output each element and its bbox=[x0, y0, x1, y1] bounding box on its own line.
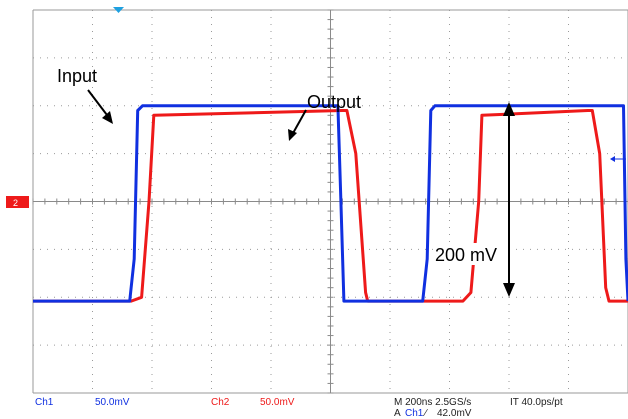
input-annotation-arrow bbox=[87, 89, 111, 120]
ch1-scale: 50.0mV bbox=[95, 397, 130, 408]
ch2-label: Ch2 bbox=[211, 397, 230, 408]
input-arrowhead bbox=[102, 111, 113, 124]
traces bbox=[33, 104, 628, 303]
amplitude-measurement bbox=[503, 102, 515, 297]
trigger-prefix: A bbox=[394, 408, 401, 419]
output-annotation-arrow bbox=[291, 109, 307, 136]
trigger-position-marker bbox=[113, 7, 124, 13]
output-annotation-label: Output bbox=[307, 92, 361, 112]
amplitude-annotation-label: 200 mV bbox=[435, 245, 497, 265]
amplitude-label-bg bbox=[434, 243, 504, 265]
trigger-level-marker bbox=[610, 156, 626, 162]
status-bar: Ch1 50.0mV Ch2 50.0mV M 200ns 2.5GS/s IT… bbox=[35, 397, 563, 419]
trigger-channel: Ch1 bbox=[405, 408, 424, 419]
trace-input bbox=[33, 104, 628, 303]
input-annotation-label: Input bbox=[57, 66, 97, 86]
ch2-ground-marker: 2 bbox=[6, 196, 29, 208]
ch2-ground-label: 2 bbox=[13, 198, 18, 208]
output-arrowhead bbox=[288, 129, 297, 141]
ch2-scale: 50.0mV bbox=[260, 397, 295, 408]
trigger-level: 42.0mV bbox=[437, 408, 472, 419]
trigger-slope-icon: ∕ bbox=[422, 408, 428, 419]
graticule bbox=[32, 9, 628, 394]
resolution-readout: IT 40.0ps/pt bbox=[510, 397, 563, 408]
timebase-readout: M 200ns 2.5GS/s bbox=[394, 397, 471, 408]
ch1-label: Ch1 bbox=[35, 397, 54, 408]
